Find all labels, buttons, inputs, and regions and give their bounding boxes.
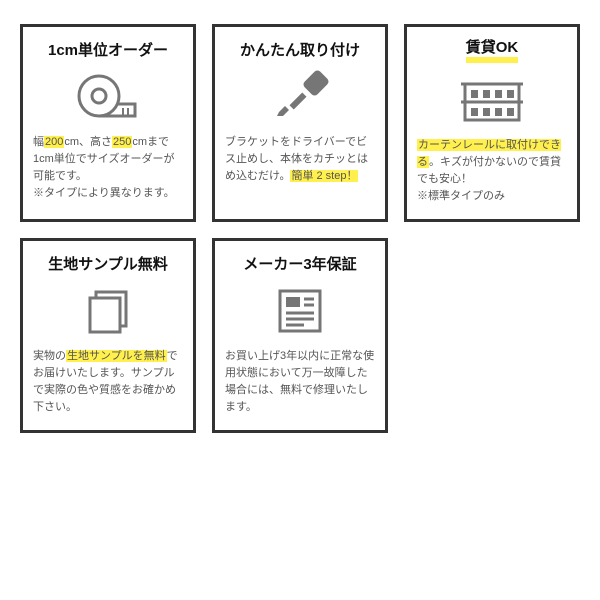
highlight: 250 [112,136,132,148]
building-icon [459,71,525,129]
tape-measure-icon [77,68,139,126]
card-title: 生地サンプル無料 [48,253,168,274]
card-title: 賃貸OK [466,39,519,63]
desc-note: ※タイプにより異なります。 [33,187,175,199]
card-desc: ブラケットをドライバーでビス止めし、本体をカチッとはめ込むだけ。簡単 2 ste… [225,134,375,185]
card-desc: 実物の生地サンプルを無料でお届けいたします。サンプルで実際の色や質感をお確かめ下… [33,348,183,416]
card-title: 1cm単位オーダー [48,39,168,60]
swatch-icon [80,282,136,340]
card-sample: 生地サンプル無料 実物の生地サンプルを無料でお届けいたします。サンプルで実際の色… [20,238,196,433]
card-title: メーカー3年保証 [243,253,356,274]
card-desc: カーテンレールに取付けできる。キズが付かないので賃貸でも安心！ ※標準タイプのみ [417,137,567,205]
title-accent: 賃貸OK [466,40,519,63]
desc-text: 実物の [33,350,66,362]
card-title: かんたん取り付け [240,39,360,60]
desc-text: cm、高さ [64,136,112,148]
desc-text: 幅 [33,136,44,148]
card-desc: お買い上げ3年以内に正常な使用状態において万一故障した場合には、無料で修理いたし… [225,348,375,416]
card-order: 1cm単位オーダー 幅200cm、高さ250cmまで1cm単位でサイズオーダーが… [20,24,196,222]
card-warranty: メーカー3年保証 お買い上げ3年以内に正常な使用状態において万一故障した場合には… [212,238,388,433]
desc-text: 。キズが付かないので賃貸でも安心！ [417,156,561,185]
desc-text: お買い上げ3年以内に正常な使用状態において万一故障した場合には、無料で修理いたし… [225,350,374,413]
card-rental: 賃貸OK カーテンレールに取付けできる。キズが付かないので賃貸でも安心！ ※標準… [404,24,580,222]
certificate-icon [274,282,326,340]
card-install: かんたん取り付け ブラケットをドライバーでビス止めし、本体をカチッとはめ込むだけ… [212,24,388,222]
screwdriver-icon [269,68,331,126]
highlight: 200 [44,136,64,148]
highlight: 生地サンプルを無料 [66,350,167,362]
card-desc: 幅200cm、高さ250cmまで1cm単位でサイズオーダーが可能です。 ※タイプ… [33,134,183,202]
highlight: 簡単 2 step！ [290,170,358,182]
feature-grid: 1cm単位オーダー 幅200cm、高さ250cmまで1cm単位でサイズオーダーが… [20,24,580,433]
desc-note: ※標準タイプのみ [417,190,505,202]
